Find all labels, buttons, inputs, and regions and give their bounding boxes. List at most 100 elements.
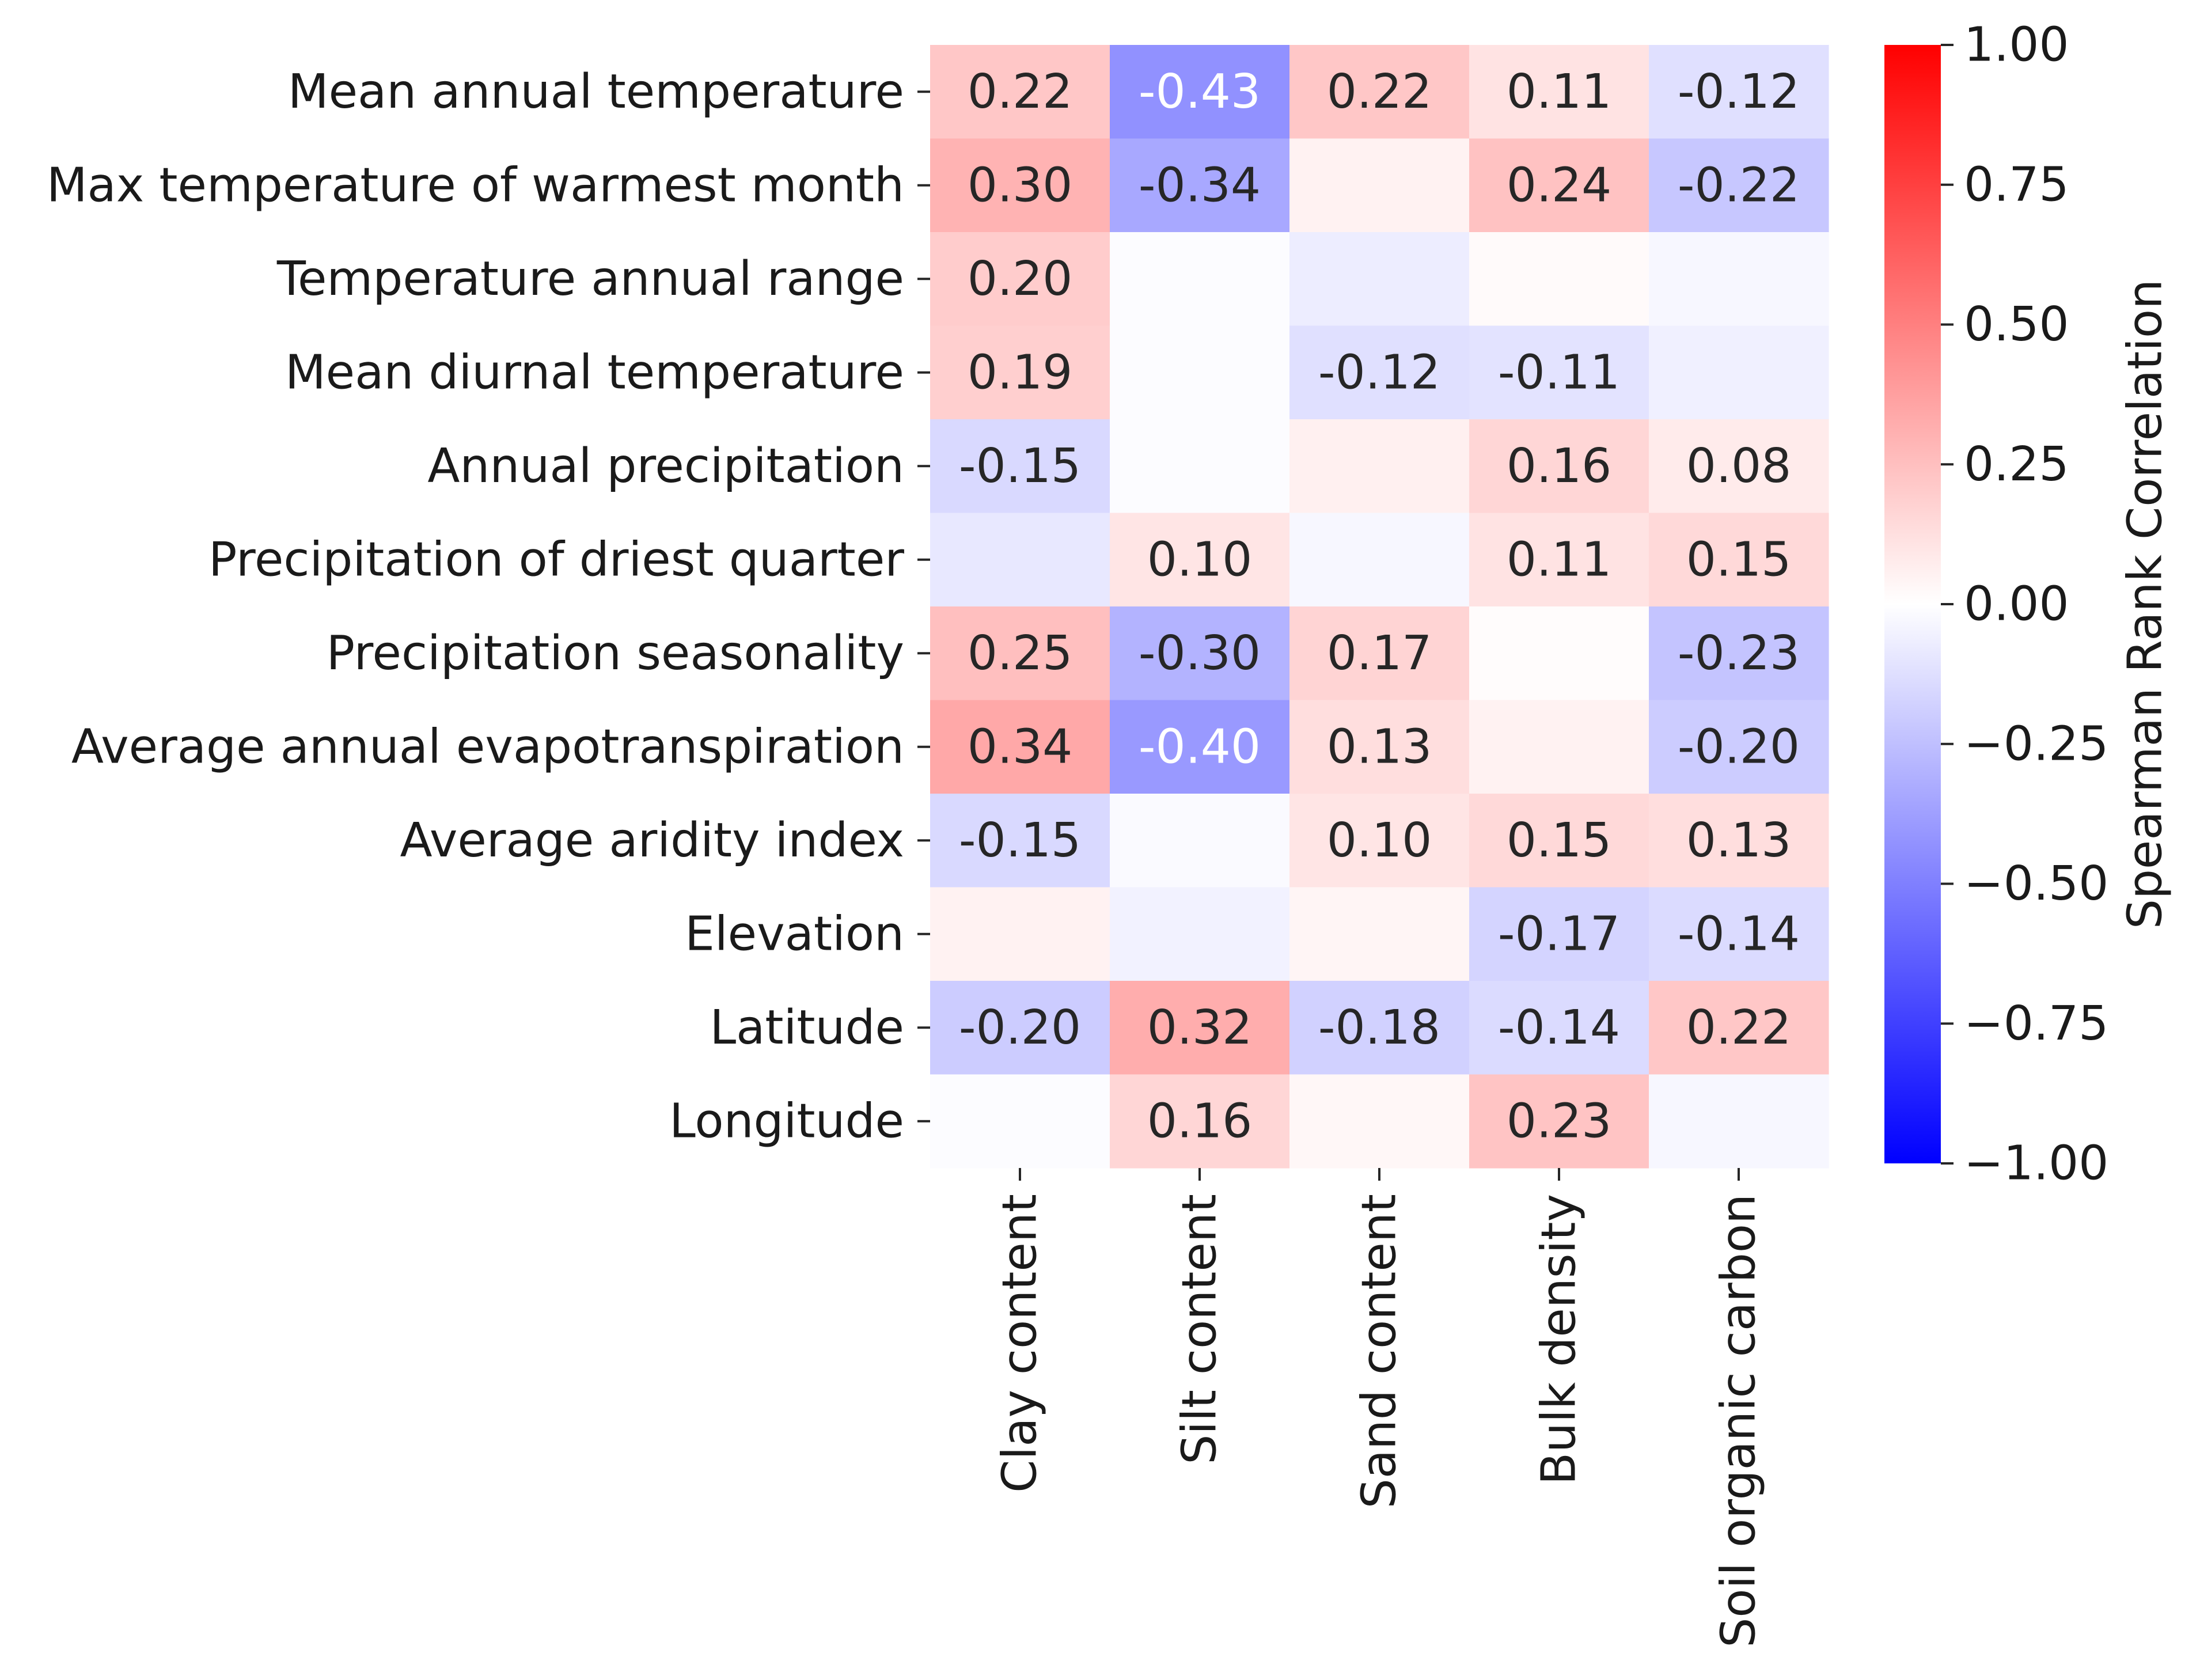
heatmap-cell bbox=[1649, 45, 1829, 139]
heatmap-cell bbox=[1649, 1074, 1829, 1169]
heatmap-cell bbox=[1289, 232, 1470, 327]
heatmap-cell bbox=[1469, 513, 1649, 607]
cell-value-label: 0.17 bbox=[1327, 626, 1432, 681]
heatmap-cell bbox=[1469, 606, 1649, 701]
heatmap-cell bbox=[930, 700, 1110, 794]
heatmap-cell bbox=[1469, 700, 1649, 794]
cell-value-label: -0.40 bbox=[1139, 719, 1261, 774]
colorbar: 1.00 0.75 0.50 0.25 0.00 −0.25 −0.50 −0.75 −1.00… bbox=[1884, 18, 2172, 1191]
heatmap-cell bbox=[1289, 513, 1470, 607]
y-tick-label: Longitude bbox=[669, 1094, 904, 1148]
heatmap-cell bbox=[930, 513, 1110, 607]
colorbar-tick-label: −1.00 bbox=[1964, 1136, 2108, 1191]
heatmap-cell-labels: 0.22 -0.43 0.22 0.11 -0.12 0.30 -0.34 0.24 -0.22… bbox=[959, 65, 1800, 1149]
heatmap-cell bbox=[1649, 138, 1829, 233]
cell-value-label: -0.11 bbox=[1498, 345, 1620, 400]
heatmap-cell bbox=[1289, 700, 1470, 794]
colorbar-tick-label: −0.75 bbox=[1964, 996, 2108, 1051]
heatmap-cell bbox=[1110, 138, 1290, 233]
cell-value-label: 0.34 bbox=[968, 719, 1073, 774]
y-tick-label: Annual precipitation bbox=[427, 439, 904, 494]
heatmap-cell bbox=[1469, 325, 1649, 420]
heatmap-cell bbox=[930, 419, 1110, 514]
cell-value-label: 0.24 bbox=[1507, 158, 1612, 213]
heatmap-cell bbox=[1110, 700, 1290, 794]
colorbar-tick-label: 0.75 bbox=[1964, 157, 2069, 212]
colorbar-tick-label: 1.00 bbox=[1964, 18, 2069, 73]
heatmap-cell bbox=[1649, 606, 1829, 701]
colorbar-tick-label: 0.00 bbox=[1964, 577, 2069, 632]
heatmap-cell bbox=[1110, 606, 1290, 701]
heatmap-cell bbox=[1649, 700, 1829, 794]
heatmap-cell bbox=[930, 45, 1110, 139]
colorbar-ticks: 1.00 0.75 0.50 0.25 0.00 −0.25 −0.50 −0.75 −1.00 bbox=[1941, 18, 2108, 1191]
y-tick-label: Average annual evapotranspiration bbox=[71, 719, 904, 774]
heatmap-cell bbox=[1649, 513, 1829, 607]
cell-value-label: 0.23 bbox=[1507, 1094, 1612, 1148]
heatmap-cell bbox=[1289, 325, 1470, 420]
heatmap-cell bbox=[930, 138, 1110, 233]
cell-value-label: -0.15 bbox=[959, 439, 1081, 494]
colorbar-label: Spearman Rank Correlation bbox=[2118, 279, 2172, 929]
cell-value-label: 0.16 bbox=[1507, 439, 1612, 494]
heatmap-cell bbox=[1469, 887, 1649, 981]
colorbar-gradient bbox=[1884, 45, 1941, 1163]
cell-value-label: -0.18 bbox=[1318, 1000, 1440, 1055]
y-tick-label: Max temperature of warmest month bbox=[47, 158, 904, 213]
heatmap-cell bbox=[1649, 325, 1829, 420]
heatmap-cell bbox=[1110, 794, 1290, 888]
x-tick-label: Clay content bbox=[993, 1194, 1048, 1493]
cell-value-label: 0.22 bbox=[968, 65, 1073, 119]
x-tick-label: Soil organic carbon bbox=[1712, 1194, 1766, 1648]
cell-value-label: 0.10 bbox=[1327, 813, 1432, 868]
cell-value-label: 0.22 bbox=[1327, 65, 1432, 119]
cell-value-label: -0.12 bbox=[1318, 345, 1440, 400]
heatmap-cell bbox=[1289, 419, 1470, 514]
heatmap-cell bbox=[1469, 1074, 1649, 1169]
x-tick-label: Bulk density bbox=[1532, 1194, 1587, 1485]
cell-value-label: -0.22 bbox=[1678, 158, 1800, 213]
heatmap-cell bbox=[1110, 45, 1290, 139]
heatmap-cell bbox=[930, 606, 1110, 701]
heatmap-cell bbox=[1469, 138, 1649, 233]
cell-value-label: 0.08 bbox=[1686, 439, 1792, 494]
colorbar-tick-label: 0.25 bbox=[1964, 437, 2069, 492]
heatmap-cell bbox=[1110, 981, 1290, 1075]
cell-value-label: -0.34 bbox=[1139, 158, 1261, 213]
heatmap-cell bbox=[1289, 1074, 1470, 1169]
y-tick-label: Elevation bbox=[685, 907, 904, 961]
heatmap-cell bbox=[1289, 981, 1470, 1075]
heatmap-cell bbox=[1110, 232, 1290, 327]
heatmap-cell bbox=[1110, 887, 1290, 981]
heatmap-cells bbox=[930, 45, 1829, 1169]
heatmap-cell bbox=[1110, 325, 1290, 420]
cell-value-label: -0.43 bbox=[1139, 65, 1261, 119]
y-tick-label: Mean annual temperature bbox=[288, 65, 904, 119]
heatmap-cell bbox=[930, 1074, 1110, 1169]
heatmap-cell bbox=[1289, 138, 1470, 233]
heatmap-cell bbox=[1289, 794, 1470, 888]
y-axis: Mean annual temperature Max temperature o… bbox=[47, 65, 930, 1148]
cell-value-label: 0.30 bbox=[968, 158, 1073, 213]
colorbar-tick-label: −0.50 bbox=[1964, 856, 2108, 911]
y-tick-label: Precipitation of driest quarter bbox=[208, 532, 904, 587]
x-tick-label: Silt content bbox=[1173, 1194, 1227, 1465]
heatmap-cell bbox=[930, 887, 1110, 981]
cell-value-label: 0.22 bbox=[1686, 1000, 1792, 1055]
y-tick-label: Mean diurnal temperature bbox=[285, 345, 904, 400]
colorbar-tick-label: −0.25 bbox=[1964, 716, 2108, 771]
heatmap-cell bbox=[1289, 887, 1470, 981]
heatmap-cell bbox=[1110, 419, 1290, 514]
cell-value-label: 0.19 bbox=[968, 345, 1073, 400]
heatmap-cell bbox=[930, 232, 1110, 327]
cell-value-label: 0.15 bbox=[1507, 813, 1612, 868]
cell-value-label: -0.17 bbox=[1498, 907, 1620, 961]
y-tick-label: Average aridity index bbox=[400, 813, 904, 868]
heatmap-cell bbox=[1469, 981, 1649, 1075]
cell-value-label: -0.12 bbox=[1678, 65, 1800, 119]
cell-value-label: 0.11 bbox=[1507, 532, 1612, 587]
heatmap-cell bbox=[1469, 794, 1649, 888]
x-tick-label: Sand content bbox=[1352, 1194, 1407, 1508]
heatmap-cell bbox=[1289, 606, 1470, 701]
